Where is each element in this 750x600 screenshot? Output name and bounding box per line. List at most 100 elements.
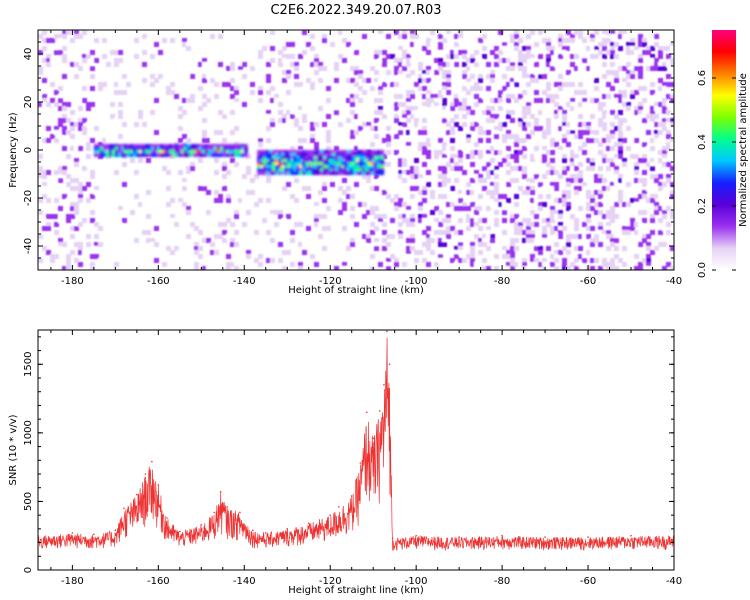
heatmap-cell: [386, 142, 391, 147]
heatmap-cell: [478, 118, 483, 123]
heatmap-cell: [98, 258, 103, 263]
heatmap-cell: [398, 222, 403, 227]
heatmap-cell: [74, 122, 79, 127]
heatmap-cell: [310, 62, 315, 67]
heatmap-cell: [654, 242, 659, 247]
heatmap-cell: [662, 210, 667, 215]
heatmap-cell: [526, 134, 531, 139]
heatmap-cell: [402, 114, 407, 119]
heatmap-cell: [606, 82, 611, 87]
heatmap-cell: [634, 230, 639, 235]
heatmap-cell: [118, 222, 123, 227]
heatmap-cell: [542, 202, 547, 207]
heatmap-cell: [242, 174, 247, 179]
heatmap-cell: [662, 190, 667, 195]
heatmap-cell: [666, 206, 671, 211]
heatmap-cell: [522, 238, 527, 243]
heatmap-cell: [390, 234, 395, 239]
heatmap-cell: [574, 222, 579, 227]
heatmap-cell: [450, 258, 455, 263]
heatmap-cell: [38, 102, 43, 107]
heatmap-cell: [578, 30, 583, 35]
heatmap-cell: [332, 165, 337, 169]
heatmap-cell: [353, 159, 358, 163]
heatmap-cell: [242, 90, 247, 95]
heatmap-cell: [610, 110, 615, 115]
heatmap-cell: [302, 186, 307, 191]
heatmap-cell: [482, 54, 487, 59]
heatmap-cell: [141, 150, 146, 154]
heatmap-cell: [514, 226, 519, 231]
heatmap-cell: [442, 142, 447, 147]
heatmap-cell: [266, 126, 271, 131]
heatmap-cell: [70, 126, 75, 131]
heatmap-cell: [654, 134, 659, 139]
heatmap-cell: [286, 42, 291, 47]
heatmap-cell: [228, 153, 233, 157]
heatmap-cell: [123, 153, 128, 157]
heatmap-cell: [602, 46, 607, 51]
heatmap-cell: [606, 50, 611, 55]
heatmap-cell: [418, 130, 423, 135]
heatmap-cell: [486, 70, 491, 75]
heatmap-cell: [434, 154, 439, 159]
y-tick-label: 40: [23, 48, 34, 61]
heatmap-cell: [306, 186, 311, 191]
heatmap-cell: [246, 150, 251, 155]
heatmap-cell: [146, 190, 151, 195]
heatmap-cell: [322, 246, 327, 251]
heatmap-cell: [526, 210, 531, 215]
heatmap-cell: [522, 170, 527, 175]
heatmap-cell: [354, 66, 359, 71]
heatmap-cell: [418, 214, 423, 219]
heatmap-cell: [54, 126, 59, 131]
snr-point: [286, 528, 289, 530]
heatmap-cell: [490, 106, 495, 111]
heatmap-cell: [54, 254, 59, 259]
heatmap-cell: [422, 230, 427, 235]
heatmap-cell: [666, 134, 671, 139]
heatmap-cell: [534, 174, 539, 179]
heatmap-cell: [414, 250, 419, 255]
heatmap-cell: [610, 158, 615, 163]
heatmap-cell: [586, 214, 591, 219]
heatmap-cell: [282, 266, 287, 270]
heatmap-cell: [622, 262, 627, 267]
heatmap-cell: [458, 206, 463, 211]
heatmap-cell: [630, 198, 635, 203]
heatmap-cell: [454, 246, 459, 251]
heatmap-cell: [171, 150, 176, 154]
heatmap-cell: [510, 58, 515, 63]
colorbar-tick-label: 0.6: [697, 70, 708, 86]
heatmap-cell: [418, 174, 423, 179]
heatmap-cell: [482, 94, 487, 99]
heatmap-cell: [450, 166, 455, 171]
heatmap-cell: [618, 198, 623, 203]
snr-point: [93, 533, 95, 536]
heatmap-cell: [326, 114, 331, 119]
heatmap-cell: [246, 210, 251, 215]
heatmap-cell: [438, 94, 443, 99]
heatmap-cell: [562, 194, 567, 199]
heatmap-cell: [62, 126, 67, 131]
heatmap-cell: [546, 38, 551, 43]
heatmap-cell: [225, 144, 230, 148]
heatmap-cell: [282, 78, 287, 83]
heatmap-cell: [418, 74, 423, 79]
heatmap-cell: [310, 122, 315, 127]
heatmap-cell: [654, 94, 659, 99]
heatmap-cell: [186, 174, 191, 179]
heatmap-cell: [498, 126, 503, 131]
heatmap-cell: [494, 150, 499, 155]
heatmap-cell: [534, 70, 539, 75]
heatmap-cell: [606, 114, 611, 119]
heatmap-cell: [362, 130, 367, 135]
heatmap-cell: [282, 54, 287, 59]
heatmap-cell: [454, 122, 459, 127]
heatmap-cell: [326, 171, 331, 175]
heatmap-cell: [260, 156, 265, 160]
heatmap-cell: [162, 150, 167, 154]
heatmap-cell: [362, 153, 367, 157]
heatmap-cell: [482, 130, 487, 135]
heatmap-cell: [590, 138, 595, 143]
